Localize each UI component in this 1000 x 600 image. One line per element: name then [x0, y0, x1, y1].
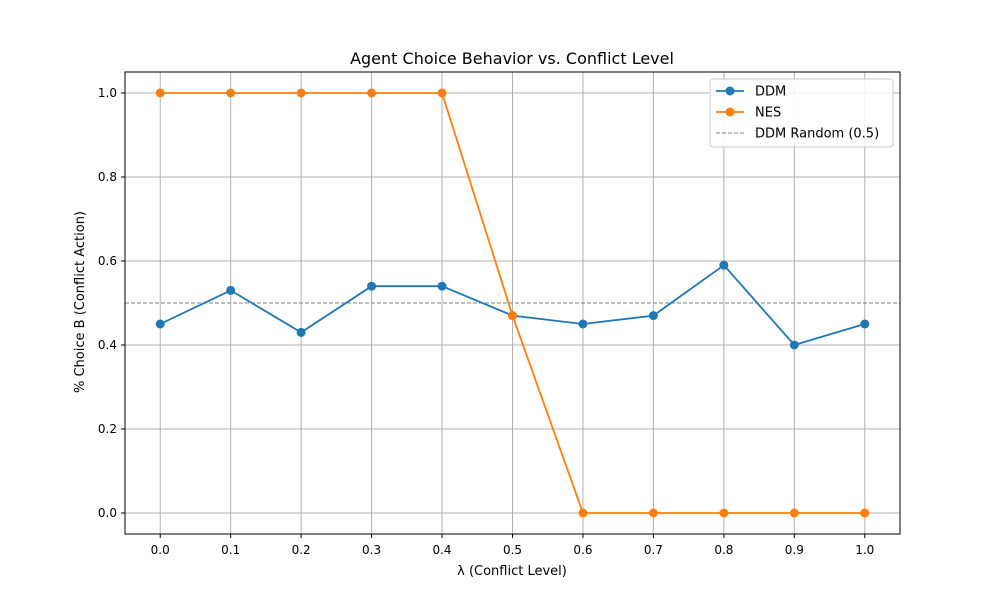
data-point: [508, 311, 517, 321]
x-tick-label: 0.1: [221, 543, 240, 557]
data-point: [367, 88, 377, 98]
x-tick-label: 0.0: [151, 543, 170, 557]
legend-box: [709, 78, 894, 148]
data-point: [226, 88, 236, 98]
x-tick-label: 0.6: [573, 543, 592, 557]
data-point: [437, 88, 447, 98]
legend-marker: [725, 86, 735, 96]
data-point: [789, 340, 799, 350]
data-point: [296, 327, 306, 337]
x-tick-label: 0.4: [432, 543, 451, 557]
legend-marker: [725, 107, 735, 117]
legend-label: NES: [755, 106, 781, 121]
legend: DDM NES DDM Random (0.5): [709, 78, 894, 148]
data-point: [719, 260, 729, 270]
x-tick-label: 0.5: [503, 543, 522, 557]
data-point: [719, 508, 729, 518]
x-tick-label: 0.7: [644, 543, 663, 557]
x-tick-label: 0.3: [362, 543, 381, 557]
data-point: [437, 281, 447, 291]
legend-label: DDM: [755, 85, 786, 100]
x-tick-label: 1.0: [855, 543, 874, 557]
data-point: [578, 508, 588, 518]
data-point: [860, 319, 870, 329]
series-nes: [155, 88, 870, 518]
y-tick-label: 1.0: [98, 86, 117, 100]
data-point: [226, 285, 236, 295]
chart-title: Agent Choice Behavior vs. Conflict Level: [350, 49, 674, 68]
data-point: [296, 88, 306, 98]
legend-label: DDM Random (0.5): [755, 127, 879, 142]
y-axis-label: % Choice B (Conflict Action): [73, 211, 88, 393]
data-point: [789, 508, 799, 518]
x-tick-label: 0.2: [292, 543, 311, 557]
x-tick-label: 0.9: [785, 543, 804, 557]
y-tick-label: 0.2: [98, 422, 117, 436]
series-group: [155, 88, 870, 518]
data-point: [648, 311, 658, 321]
ticks: 0.0 0.1 0.2 0.3 0.4 0.5 0.6 0.7 0.8 0.9 1.0 0.0 0.2 0…: [98, 86, 874, 557]
data-point: [155, 88, 165, 98]
y-tick-label: 0.8: [98, 170, 117, 184]
x-tick-label: 0.8: [714, 543, 733, 557]
data-point: [155, 319, 165, 329]
data-point: [648, 508, 658, 518]
data-point: [578, 319, 588, 329]
data-point: [367, 281, 377, 291]
data-point: [860, 508, 870, 518]
y-tick-label: 0.4: [98, 338, 117, 352]
y-tick-label: 0.6: [98, 254, 117, 268]
x-axis-label: λ (Conflict Level): [457, 564, 567, 579]
y-tick-label: 0.0: [98, 506, 117, 520]
